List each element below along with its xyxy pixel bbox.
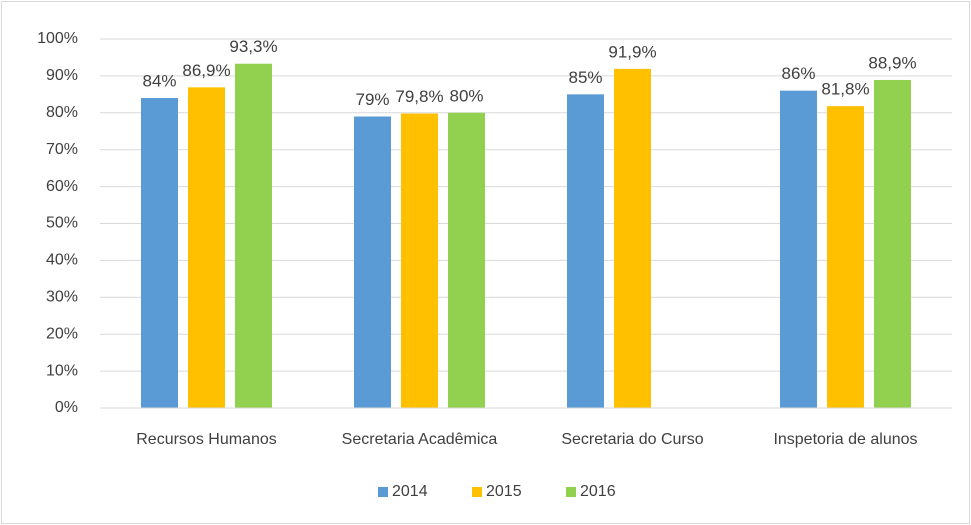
bar — [448, 112, 485, 409]
data-label: 91,9% — [608, 42, 656, 61]
legend-swatch — [566, 487, 576, 497]
y-tick-label: 40% — [46, 252, 78, 269]
bar — [354, 116, 391, 409]
y-tick-label: 20% — [46, 325, 78, 342]
y-tick-label: 70% — [46, 141, 78, 158]
bar — [188, 87, 225, 409]
bar — [874, 79, 911, 409]
x-tick-label: Recursos Humanos — [136, 431, 277, 448]
data-label: 93,3% — [229, 37, 277, 56]
y-tick-label: 100% — [37, 30, 78, 47]
data-label: 86,9% — [182, 61, 230, 80]
x-tick-label: Inspetoria de alunos — [773, 431, 917, 448]
x-tick-label: Secretaria Acadêmica — [342, 431, 498, 448]
bar — [780, 90, 817, 408]
y-tick-label: 0% — [55, 399, 78, 416]
legend-label: 2014 — [392, 483, 428, 500]
data-label: 81,8% — [821, 80, 869, 99]
y-tick-label: 60% — [46, 178, 78, 195]
y-tick-label: 10% — [46, 362, 78, 379]
y-tick-label: 50% — [46, 215, 78, 232]
data-label: 80% — [449, 86, 483, 105]
legend-label: 2015 — [486, 483, 522, 500]
bar — [235, 63, 272, 409]
data-label: 88,9% — [868, 53, 916, 72]
y-tick-label: 30% — [46, 289, 78, 306]
x-tick-label: Secretaria do Curso — [561, 431, 703, 448]
legend-label: 2016 — [580, 483, 616, 500]
bar — [141, 98, 178, 408]
bar — [567, 94, 604, 408]
bar — [827, 106, 864, 409]
y-tick-label: 90% — [46, 67, 78, 84]
bar — [401, 113, 438, 409]
data-label: 86% — [781, 64, 815, 83]
data-label: 85% — [568, 68, 602, 87]
legend-swatch — [472, 487, 482, 497]
legend-swatch — [378, 487, 388, 497]
data-label: 84% — [142, 72, 176, 91]
data-label: 79% — [355, 90, 389, 109]
data-label: 79,8% — [395, 87, 443, 106]
y-tick-label: 80% — [46, 104, 78, 121]
bar — [614, 68, 651, 408]
